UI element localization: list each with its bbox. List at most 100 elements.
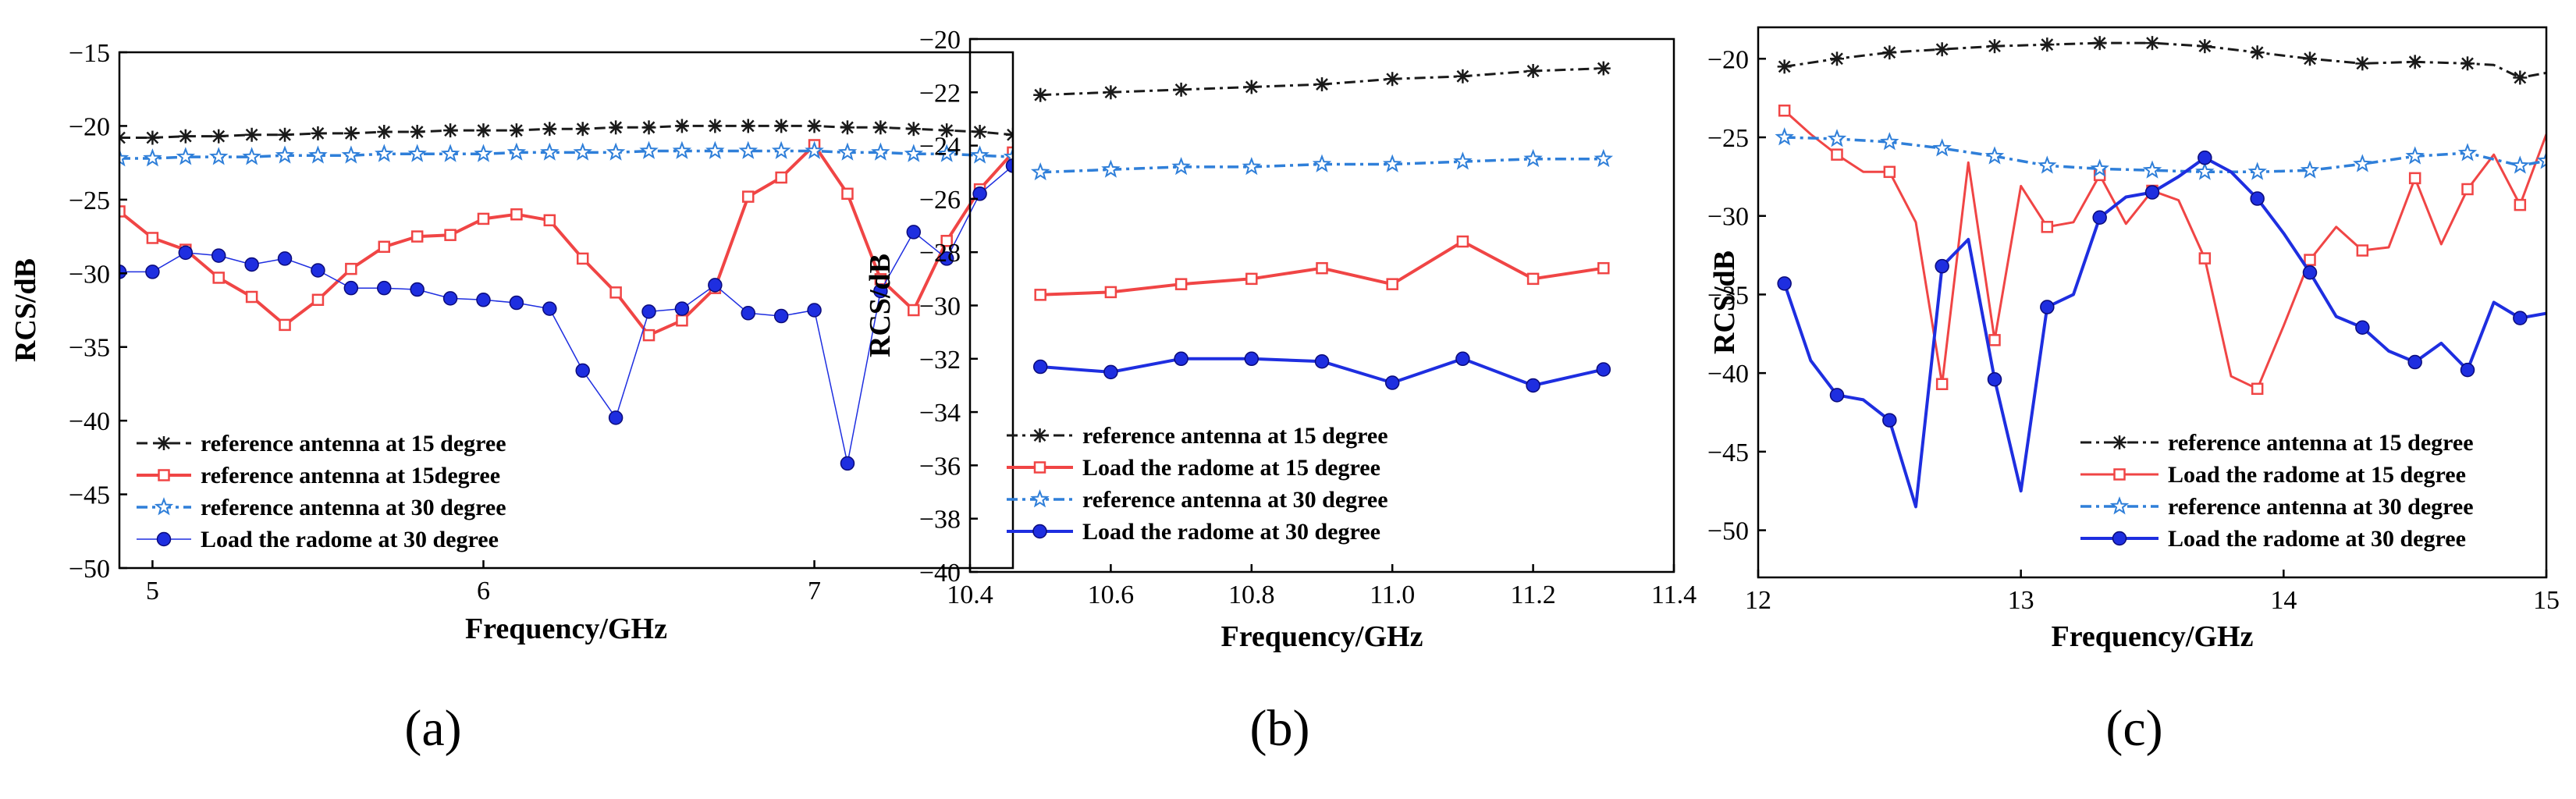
data-point-ref30 [1594,148,1614,168]
y-tick-label: −34 [919,399,961,428]
data-point-ref30 [1775,127,1794,146]
data-point-ref15 [575,122,590,137]
data-point-ref15 [641,120,656,135]
data-point-load30 [2144,185,2160,200]
data-point-ref30 [2090,158,2109,177]
data-point-ref15 [278,127,293,142]
data-point-load15 [1883,165,1896,179]
data-point-load30 [2198,150,2212,165]
data-point-load30 [1596,362,1611,377]
chart-panel-3: 12 13 14 15 −50 −45 −40 −35 −30 −25 −20 Frequency/G… [1707,26,2560,757]
data-point-ref30 [2405,146,2425,165]
data-point-load30 [1032,359,1048,375]
data-point-ref30 [176,147,196,165]
x-tick-label: 7 [808,577,821,605]
data-point-load15 [642,328,656,342]
legend-marker-ref30 [154,497,174,516]
y-tick-label: −26 [919,186,961,215]
data-point-load30 [2092,210,2107,225]
data-point-load15 [609,286,622,299]
data-point-ref15 [1455,69,1470,83]
data-point-load15 [2514,198,2527,211]
data-point-load15 [1174,278,1188,290]
data-point-load30 [277,251,293,266]
x-tick-label: 11.4 [1651,581,1697,609]
y-tick-label: −30 [1707,203,1749,232]
data-point-ref15 [940,123,954,138]
data-point-load15 [1104,286,1117,299]
data-point-load15 [1007,146,1013,159]
data-point-ref30 [970,145,990,164]
data-point-ref30 [1880,132,1899,151]
data-point-ref30 [2510,155,2530,174]
y-tick-label: −15 [69,39,110,68]
legend-marker-ref15 [1032,428,1047,442]
x-tick-label: 5 [146,577,159,605]
legend-label: Load the radome at 15 degree [1082,455,1380,481]
data-point-ref15 [1103,85,1118,100]
data-point-load15 [2408,172,2421,185]
series-group [1030,61,1614,393]
y-tick-label: −30 [69,260,110,289]
legend-marker-load30 [1032,524,1047,539]
data-point-ref15 [211,129,226,144]
data-point-load15 [1597,261,1610,275]
series-group [1775,36,2546,509]
series-group [119,119,1013,471]
legend-marker-load15 [1033,461,1046,474]
data-point-load15 [1245,272,1258,286]
data-point-ref30 [1932,138,1952,157]
data-point-ref15 [443,123,458,138]
data-point-load15 [908,304,920,317]
data-point-load15 [2304,254,2316,266]
data-point-load30 [311,263,325,278]
data-point-ref30 [2195,162,2215,180]
data-point-load30 [2250,191,2265,206]
data-point-ref15 [1777,59,1792,74]
series-line-ref30 [1784,136,2546,174]
chart-panel-1: 5 6 7 −50 −45 −40 −35 −30 −25 −20 −15 Frequency/GHz… [9,39,1014,757]
data-point-ref15 [410,124,425,139]
y-tick-label: −32 [919,346,961,375]
data-point-load15 [477,212,490,225]
data-point-ref15 [1935,42,1949,57]
y-tick-label: −36 [919,452,961,481]
data-point-load30 [476,293,491,307]
legend-label: reference antenna at 30 degree [1082,487,1388,513]
data-point-ref15 [1033,87,1048,102]
data-point-load30 [608,410,624,425]
data-point-ref15 [1174,82,1189,97]
data-point-load30 [119,265,127,279]
data-point-ref30 [639,140,659,159]
y-tick-label: −38 [919,506,961,534]
x-tick-label: 14 [2270,586,2297,615]
legend-label: Load the radome at 30 degree [2168,526,2466,552]
data-point-ref15 [774,119,789,133]
data-point-ref15 [178,129,193,144]
data-point-ref15 [542,122,557,137]
y-tick-label: −45 [1707,439,1749,467]
data-point-ref15 [2092,36,2107,51]
data-point-load15 [543,214,556,227]
data-point-load30 [377,280,392,296]
x-tick-label: 10.4 [947,581,993,609]
data-point-load30 [741,306,755,321]
data-point-load15 [2041,221,2054,233]
data-point-ref15 [343,126,358,140]
legend: reference antenna at 15 degree Load the r… [1007,423,1388,545]
y-tick-label: −20 [1707,45,1749,74]
data-point-load30 [1526,378,1540,393]
data-point-load15 [2251,382,2264,396]
data-point-load15 [576,252,589,265]
data-point-ref30 [407,144,427,162]
chart-panel-2: 10.4 10.6 10.8 11.0 11.2 11.4 −40 −38 −36 −34 −32 −… [864,26,1697,757]
legend-marker-ref30 [2109,496,2130,515]
data-point-load15 [1778,105,1791,117]
data-point-ref30 [904,144,924,162]
data-point-load30 [641,304,656,319]
y-tick-label: −40 [69,407,110,436]
legend-label: reference antenna at 15 degree [2168,430,2474,456]
data-point-ref15 [2145,36,2159,51]
data-point-load30 [211,248,226,263]
